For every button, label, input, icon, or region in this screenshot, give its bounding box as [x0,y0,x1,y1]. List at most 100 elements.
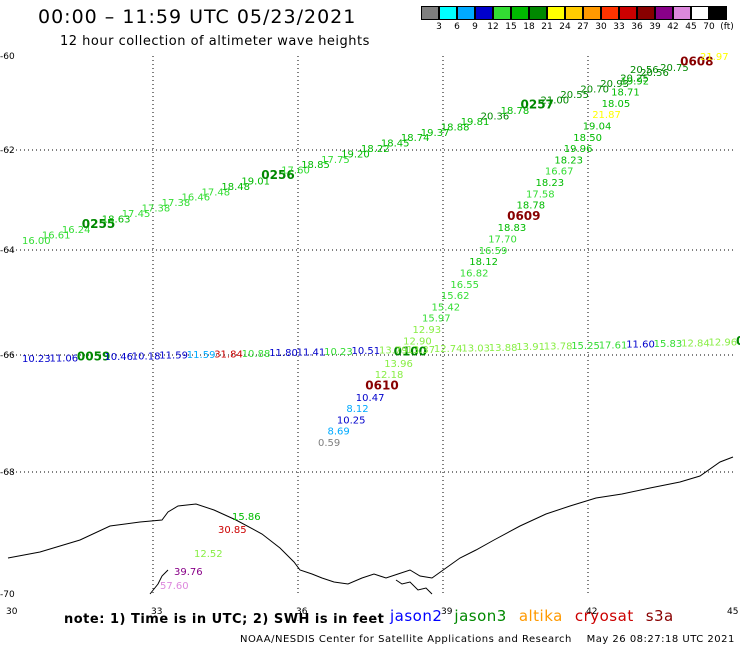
longitude-tick-label: 30 [6,607,18,617]
wave-height-label: 18.23 [536,178,565,189]
wave-height-label: 20.56 [640,68,669,79]
wave-height-label: 12.96 [709,338,738,349]
pass-time-label: 0610 [365,379,398,393]
latitude-tick-label: -60 [0,52,15,62]
wave-height-label: 18.78 [501,106,530,117]
longitude-tick-label: 33 [151,607,162,617]
latitude-tick-label: -70 [0,590,15,600]
wave-height-label: 20.36 [481,112,510,123]
wave-height-label: 10.25 [337,415,366,426]
wave-height-label: 11.41 [297,348,326,359]
pass-time-label: 0609 [507,209,540,223]
color-scale-label: 18 [523,22,535,32]
color-swatch [691,6,709,20]
wave-height-label: 57.60 [160,581,189,592]
longitude-tick-label: 39 [441,607,453,617]
pass-time-label: 0608 [680,54,713,68]
color-scale-label: 42 [667,22,679,32]
wave-height-label: 18.23 [554,155,583,166]
wave-height-label: 15.83 [654,339,683,350]
wave-height-label: 20.55 [560,90,589,101]
wave-height-label: 12.93 [413,325,442,336]
wave-height-label: 12.84 [681,338,710,349]
wave-height-label: 16.00 [22,236,51,247]
color-swatch [601,6,619,20]
wave-height-label: 16.46 [182,193,211,204]
wave-height-label: 18.74 [401,133,430,144]
wave-height-label: 11.80 [269,348,298,359]
color-scale-label: 27 [577,22,589,32]
wave-height-label: 8.69 [328,427,350,438]
wave-height-label: 15.25 [571,341,600,352]
color-scale-label: 30 [595,22,607,32]
color-swatch [529,6,547,20]
legend-item-jason2: jason2 [390,607,443,625]
wave-height-label: 19.01 [241,177,270,188]
wave-height-label: 17.60 [281,166,310,177]
color-scale-label: (ft) [720,22,734,32]
color-swatch [547,6,565,20]
wave-height-label: 18.45 [381,139,410,150]
wave-height-label: 17.70 [488,235,517,246]
map-axes: 30 33 36 39 42 45 -60 -62 -64 -66 -68 -70 [0,52,738,617]
wave-height-label: 18.78 [517,201,546,212]
wave-height-label: 19.37 [421,128,450,139]
wave-height-label: 17.75 [321,155,350,166]
pass-time-label: 0059 [77,350,110,364]
wave-height-label: 18.50 [573,133,602,144]
satellite-legend: jason2 jason3 altika cryosat s3a [390,607,686,625]
wave-height-label: 10.23 [22,354,51,365]
wave-height-label: 17.38 [142,204,171,215]
wave-height-label: 15.97 [422,314,451,325]
wave-height-label: 18.12 [469,257,498,268]
wave-height-label: 18.05 [602,99,631,110]
wave-height-label: 12.52 [194,549,223,560]
antarctic-coastline [7,456,734,585]
wave-height-label: 13.79 [379,346,408,357]
wave-height-label: 20.93 [600,79,629,90]
wave-height-label: 10.88 [242,349,271,360]
color-swatch [637,6,655,20]
legend-item-altika: altika [518,607,563,625]
wave-height-label: 20.75 [660,63,689,74]
wave-height-label: 16.59 [479,246,508,257]
color-swatch [583,6,601,20]
color-scale-label: 36 [631,22,643,32]
wave-height-label: 20.56 [630,65,659,76]
wave-height-label: 16.61 [42,231,71,242]
wave-height-label: 18.48 [221,182,250,193]
wave-height-label: 17.45 [122,209,151,220]
wave-height-label: 15.86 [232,512,261,523]
color-swatch [673,6,691,20]
wave-height-label: 13.96 [384,359,413,370]
pass-time-label: 0100 [394,345,427,359]
color-swatch [619,6,637,20]
color-swatch [439,6,457,20]
wave-height-label: 18.85 [301,160,330,171]
latitude-tick-label: -68 [0,468,15,478]
wave-height-label: 20.25 [620,74,649,85]
wave-height-label: 11.60 [626,340,655,351]
latitude-tick-label: -66 [0,351,15,361]
color-swatch [565,6,583,20]
color-swatch [655,6,673,20]
satellite-tracks: 16.0016.6116.24025518.6317.4517.3817.381… [22,52,740,592]
color-swatch [421,6,439,20]
color-scale-label: 24 [559,22,571,32]
wave-height-label: 18.83 [498,223,527,234]
map-grid [8,56,733,594]
wave-height-label: 12.90 [403,336,432,347]
pass-time-label: 0255 [82,217,115,231]
wave-height-label: 10.23 [324,347,353,358]
latitude-tick-label: -64 [0,246,15,256]
legend-item-s3a: s3a [645,607,674,625]
wave-height-label: 19.04 [583,122,612,133]
longitude-tick-label: 36 [296,607,308,617]
wave-height-label: 21.00 [541,95,570,106]
color-scale-label: 9 [472,22,478,32]
wave-height-label: 8.12 [346,404,368,415]
wave-height-label: 21.87 [592,110,621,121]
wave-height-label: 18.22 [361,144,390,155]
wave-height-label: 18.63 [102,214,131,225]
